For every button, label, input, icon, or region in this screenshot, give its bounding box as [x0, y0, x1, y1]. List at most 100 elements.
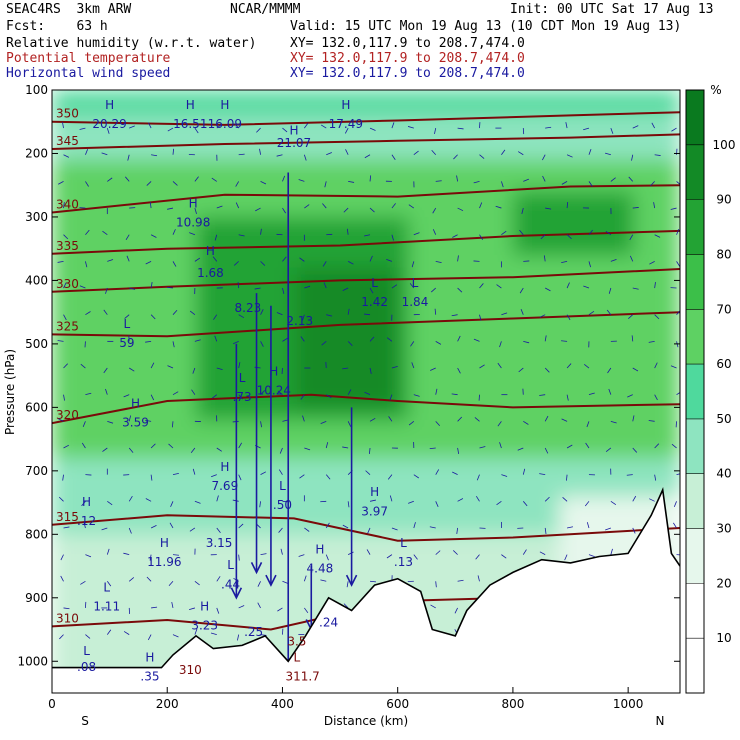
wind-arrow	[128, 527, 132, 534]
wind-arrow	[216, 576, 221, 582]
wind-arrow	[62, 122, 64, 129]
wind-arrow	[369, 367, 372, 374]
wind-arrow	[280, 548, 283, 555]
wind-arrow	[583, 285, 590, 289]
wind-arrow	[566, 474, 568, 481]
extremum-label: L	[294, 650, 301, 664]
wind-arrow	[654, 474, 657, 481]
y-tick-label: 200	[25, 146, 48, 160]
wind-arrow	[260, 421, 263, 428]
wind-arrow	[278, 527, 283, 533]
extremum-label: H	[220, 98, 229, 112]
extremum-label: 1.84	[402, 295, 429, 309]
wind-arrow	[214, 234, 218, 241]
wind-arrow	[456, 175, 459, 182]
wind-arrow	[391, 203, 396, 209]
wind-arrow	[235, 181, 240, 187]
wind-arrow	[83, 522, 86, 529]
wind-arrow	[496, 284, 502, 289]
wind-arrow	[676, 181, 680, 185]
wind-arrow	[583, 364, 590, 369]
colorbar-tick-label: 70	[716, 302, 731, 316]
y-tick-label: 400	[25, 273, 48, 287]
wind-arrow	[451, 393, 458, 396]
extremum-label: .35	[140, 669, 159, 683]
wind-arrow	[325, 522, 330, 529]
terrain-fill	[52, 489, 680, 693]
wind-arrow	[298, 179, 305, 182]
extremum-label: 8.23	[235, 301, 262, 315]
wind-arrow	[123, 552, 130, 556]
theta-contour-label: 320	[56, 408, 79, 422]
theta-contour-label: 310	[56, 611, 79, 625]
wind-arrow	[477, 575, 480, 582]
wind-arrow	[170, 501, 174, 507]
extremum-label: 10.24	[257, 384, 291, 398]
wind-arrow	[369, 447, 371, 455]
wind-arrow	[194, 207, 197, 214]
extremum-label: .50	[273, 498, 292, 512]
wind-arrow	[608, 287, 612, 294]
wind-arrow	[366, 549, 371, 555]
wind-arrow	[391, 122, 395, 129]
wind-arrow	[322, 261, 327, 267]
wind-arrow	[501, 149, 506, 155]
wind-arrow	[238, 474, 242, 481]
extremum-label: .73	[233, 390, 252, 404]
wind-arrow	[584, 501, 590, 507]
wind-arrow	[522, 468, 526, 475]
wind-arrow	[79, 285, 86, 289]
wind-arrow	[654, 282, 656, 289]
wind-arrow	[85, 181, 89, 187]
wind-arrow	[413, 394, 420, 397]
extremum-label: H	[200, 599, 209, 613]
extremum-label: .44	[221, 577, 240, 591]
wind-arrow	[348, 181, 355, 183]
wind-arrow	[347, 341, 353, 346]
wind-arrow	[150, 524, 157, 529]
wind-arrow	[369, 499, 376, 502]
header-fcst: Fcst: 63 h	[6, 19, 108, 34]
wind-streak-head	[265, 574, 277, 587]
wind-arrow	[57, 340, 64, 342]
wind-arrow	[583, 127, 590, 131]
wind-arrow	[501, 474, 508, 477]
wind-arrow	[457, 335, 461, 342]
wind-arrow	[85, 554, 92, 558]
field-theta-xy: XY= 132.0,117.9 to 208.7,474.0	[290, 51, 525, 66]
wind-arrow	[303, 575, 307, 582]
wind-arrow	[210, 632, 217, 635]
wind-arrow	[302, 314, 305, 321]
wind-arrow	[216, 495, 219, 502]
wind-arrow	[431, 150, 437, 156]
colorbar-tick-label: 60	[716, 357, 731, 371]
y-tick-label: 600	[25, 400, 48, 414]
extremum-label: .25	[244, 625, 263, 639]
x-end-label-north: N	[656, 714, 665, 728]
wind-arrow	[479, 283, 484, 289]
extremum-label: 311.7	[285, 669, 319, 683]
wind-arrow	[126, 255, 130, 262]
colorbar-swatch	[686, 583, 704, 639]
wind-arrow	[452, 471, 458, 476]
wind-arrow	[409, 283, 415, 289]
wind-arrow	[234, 123, 239, 129]
header-valid: Valid: 15 UTC Mon 19 Aug 13 (10 CDT Mon …	[290, 19, 682, 34]
wind-arrow	[172, 261, 177, 267]
wind-arrow	[167, 127, 174, 132]
wind-arrow	[588, 181, 593, 187]
wind-arrow	[544, 447, 549, 454]
wind-arrow	[654, 154, 661, 156]
wind-arrow	[237, 282, 240, 289]
wind-arrow	[544, 335, 547, 342]
wind-arrow	[124, 314, 130, 319]
y-tick-label: 1000	[17, 654, 48, 668]
extremum-label: .12	[77, 514, 96, 528]
wind-arrow	[676, 229, 680, 235]
wind-arrow	[194, 176, 199, 182]
theta-contour-label: 345	[56, 134, 79, 148]
extremum-label: H	[145, 650, 154, 664]
wind-arrow	[299, 257, 305, 262]
extremum-label: 59	[119, 336, 134, 350]
wind-arrow	[632, 207, 639, 209]
